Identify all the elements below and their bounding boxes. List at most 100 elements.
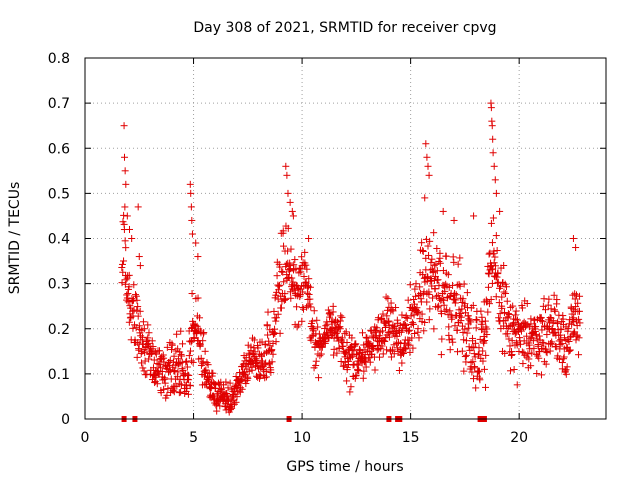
data-point — [465, 324, 473, 332]
data-point — [461, 353, 469, 361]
data-point — [424, 162, 432, 170]
data-point — [382, 293, 390, 301]
data-point — [469, 301, 477, 309]
data-point — [416, 283, 424, 291]
data-point — [177, 350, 185, 358]
data-point — [557, 326, 565, 334]
data-point — [187, 338, 195, 346]
data-point — [552, 343, 560, 351]
data-point — [437, 351, 445, 359]
data-point — [461, 300, 469, 308]
data-point — [467, 359, 475, 367]
data-point — [185, 352, 193, 360]
data-point — [133, 296, 141, 304]
data-point — [546, 347, 554, 355]
data-point — [335, 324, 343, 332]
data-point — [267, 368, 275, 376]
data-point — [457, 310, 465, 318]
data-point — [408, 334, 416, 342]
data-point — [385, 333, 393, 341]
y-tick-label: 0.8 — [48, 51, 70, 67]
data-point — [517, 327, 525, 335]
data-point — [251, 348, 259, 356]
data-point — [133, 353, 141, 361]
data-point — [199, 358, 207, 366]
data-point — [307, 303, 315, 311]
data-point — [352, 372, 360, 380]
data-point — [348, 346, 356, 354]
data-point — [244, 374, 252, 382]
data-point — [513, 316, 521, 324]
data-point — [565, 347, 573, 355]
data-point — [542, 306, 550, 314]
data-point — [554, 352, 562, 360]
data-point — [462, 337, 470, 345]
data-point — [352, 371, 360, 379]
data-point — [202, 366, 210, 374]
data-point — [563, 363, 571, 371]
x-tick-label: 15 — [402, 430, 420, 446]
data-point — [550, 306, 558, 314]
data-point — [360, 367, 368, 375]
data-point — [118, 260, 126, 268]
data-point — [163, 343, 171, 351]
data-point — [425, 251, 433, 259]
data-point — [493, 247, 501, 255]
x-tick-label: 0 — [81, 430, 90, 446]
y-tick-label: 0.4 — [48, 232, 70, 248]
data-point — [560, 355, 568, 363]
data-point — [425, 171, 433, 179]
data-point — [543, 331, 551, 339]
data-point — [121, 153, 129, 161]
data-point — [529, 337, 537, 345]
data-point — [194, 294, 202, 302]
data-point — [406, 348, 414, 356]
data-point — [379, 310, 387, 318]
data-point — [238, 385, 246, 393]
data-point — [287, 294, 295, 302]
data-point — [430, 325, 438, 333]
data-point — [131, 321, 139, 329]
data-point — [410, 300, 418, 308]
data-point — [148, 349, 156, 357]
data-point — [500, 261, 508, 269]
data-point — [489, 135, 497, 143]
data-point — [472, 384, 480, 392]
data-point — [308, 317, 316, 325]
data-point — [281, 290, 289, 298]
data-point — [261, 374, 269, 382]
data-point — [414, 325, 422, 333]
data-point — [196, 314, 204, 322]
data-point — [404, 296, 412, 304]
y-tick-label: 0.7 — [48, 96, 70, 112]
data-point — [440, 301, 448, 309]
data-point — [575, 351, 583, 359]
data-point — [120, 122, 128, 130]
data-point — [359, 329, 367, 337]
y-tick-label: 0.5 — [48, 186, 70, 202]
data-point — [433, 267, 441, 275]
data-point — [452, 291, 460, 299]
data-point — [472, 324, 480, 332]
data-point — [502, 289, 510, 297]
data-point — [384, 318, 392, 326]
data-point — [284, 224, 292, 232]
data-point — [343, 339, 351, 347]
data-point — [575, 334, 583, 342]
data-point — [512, 307, 520, 315]
data-point — [121, 280, 129, 288]
data-point — [558, 359, 566, 367]
data-point — [489, 149, 497, 157]
data-point — [209, 369, 217, 377]
data-point — [140, 325, 148, 333]
data-point — [314, 323, 322, 331]
data-point — [280, 278, 288, 286]
data-point — [519, 360, 527, 368]
data-point — [398, 311, 406, 319]
data-point — [362, 363, 370, 371]
data-point — [490, 162, 498, 170]
data-point — [222, 378, 230, 386]
data-point — [389, 321, 397, 329]
data-point — [438, 296, 446, 304]
data-point — [440, 296, 448, 304]
